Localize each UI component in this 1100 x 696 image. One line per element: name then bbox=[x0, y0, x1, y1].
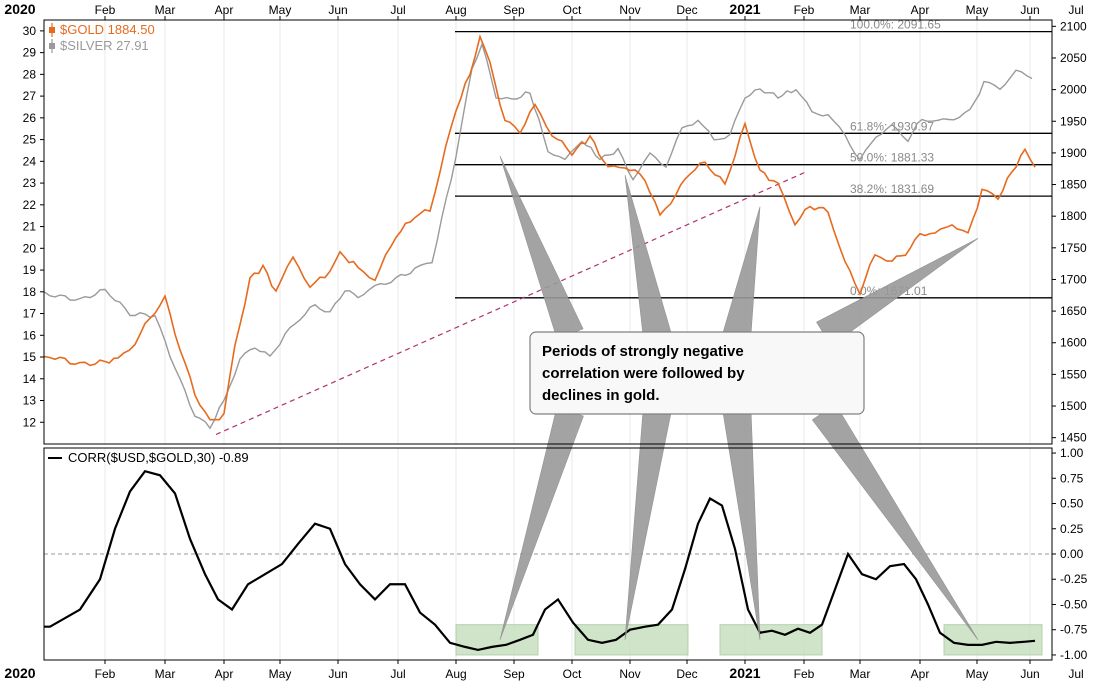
x-tick-label-top: Jun bbox=[1020, 3, 1039, 17]
fib-level-label: 61.8%: 1930.97 bbox=[850, 119, 934, 133]
y-sub-tick-label: 0.25 bbox=[1060, 522, 1084, 536]
x-tick-label-bottom: Jun bbox=[328, 667, 347, 681]
legend-candle-icon bbox=[49, 27, 55, 33]
x-tick-label-top: Aug bbox=[445, 3, 466, 17]
x-tick-label-bottom: Aug bbox=[445, 667, 466, 681]
y-left-tick-label: 25 bbox=[23, 133, 37, 147]
y-right-tick-label: 1550 bbox=[1060, 367, 1087, 381]
x-tick-label-top: Apr bbox=[911, 3, 930, 17]
legend-label: $GOLD 1884.50 bbox=[60, 22, 155, 37]
x-tick-label-top: Dec bbox=[676, 3, 697, 17]
annotation-text: declines in gold. bbox=[542, 387, 660, 404]
x-tick-label-bottom: Mar bbox=[850, 667, 871, 681]
x-tick-label-bottom: Sep bbox=[503, 667, 525, 681]
y-left-tick-label: 30 bbox=[23, 24, 37, 38]
x-tick-label-top: Jun bbox=[328, 3, 347, 17]
y-left-tick-label: 18 bbox=[23, 285, 37, 299]
x-tick-label-top: Feb bbox=[95, 3, 116, 17]
x-tick-label-bottom: Jul bbox=[1068, 667, 1083, 681]
y-left-tick-label: 29 bbox=[23, 46, 37, 60]
y-left-tick-label: 14 bbox=[23, 372, 37, 386]
y-left-tick-label: 27 bbox=[23, 89, 37, 103]
x-tick-label-bottom: Dec bbox=[676, 667, 697, 681]
chart-root: 2020 2020 Feb Feb Mar Mar Apr Apr May May Jun Jun Ju… bbox=[0, 0, 1100, 696]
y-right-tick-label: 1700 bbox=[1060, 272, 1087, 286]
x-tick-label-top: 2020 bbox=[4, 1, 35, 17]
y-sub-tick-label: 0.50 bbox=[1060, 497, 1084, 511]
x-tick-label-bottom: Nov bbox=[619, 667, 640, 681]
y-left-tick-label: 19 bbox=[23, 263, 37, 277]
y-right-tick-label: 1800 bbox=[1060, 209, 1087, 223]
y-sub-tick-label: 1.00 bbox=[1060, 446, 1084, 460]
x-tick-label-bottom: Jul bbox=[390, 667, 405, 681]
y-sub-tick-label: -0.25 bbox=[1060, 572, 1088, 586]
y-left-tick-label: 16 bbox=[23, 328, 37, 342]
x-tick-label-top: Jul bbox=[1068, 3, 1083, 17]
x-tick-label-bottom: Apr bbox=[911, 667, 930, 681]
y-left-tick-label: 22 bbox=[23, 198, 37, 212]
fib-level-label: 38.2%: 1831.69 bbox=[850, 182, 934, 196]
y-left-tick-label: 23 bbox=[23, 176, 37, 190]
x-tick-label-top: May bbox=[269, 3, 292, 17]
x-tick-label-top: Oct bbox=[563, 3, 582, 17]
y-right-tick-label: 1650 bbox=[1060, 304, 1087, 318]
y-sub-tick-label: 0.75 bbox=[1060, 471, 1084, 485]
correlation-highlight bbox=[720, 625, 822, 655]
y-right-tick-label: 1750 bbox=[1060, 241, 1087, 255]
y-left-tick-label: 21 bbox=[23, 220, 37, 234]
y-right-tick-label: 1950 bbox=[1060, 114, 1087, 128]
y-left-tick-label: 24 bbox=[23, 154, 37, 168]
y-sub-tick-label: -0.50 bbox=[1060, 597, 1088, 611]
x-tick-label-top: Sep bbox=[503, 3, 525, 17]
y-right-tick-label: 1500 bbox=[1060, 399, 1087, 413]
x-tick-label-top: Mar bbox=[155, 3, 176, 17]
x-tick-label-top: Jul bbox=[390, 3, 405, 17]
annotation-text: correlation were followed by bbox=[542, 365, 745, 382]
x-tick-label-top: Feb bbox=[794, 3, 815, 17]
y-sub-tick-label: -0.75 bbox=[1060, 623, 1088, 637]
y-left-tick-label: 12 bbox=[23, 415, 37, 429]
x-tick-label-bottom: May bbox=[269, 667, 292, 681]
legend-sub-label: CORR($USD,$GOLD,30) -0.89 bbox=[68, 450, 249, 465]
x-tick-label-top: Mar bbox=[850, 3, 871, 17]
y-left-tick-label: 26 bbox=[23, 111, 37, 125]
y-right-tick-label: 2100 bbox=[1060, 19, 1087, 33]
x-tick-label-bottom: May bbox=[966, 667, 989, 681]
x-tick-label-bottom: 2021 bbox=[729, 665, 760, 681]
x-tick-label-bottom: Feb bbox=[794, 667, 815, 681]
y-sub-tick-label: 0.00 bbox=[1060, 547, 1084, 561]
y-right-tick-label: 1900 bbox=[1060, 146, 1087, 160]
y-left-tick-label: 20 bbox=[23, 241, 37, 255]
x-tick-label-top: May bbox=[966, 3, 989, 17]
y-right-tick-label: 1450 bbox=[1060, 431, 1087, 445]
y-right-tick-label: 2000 bbox=[1060, 83, 1087, 97]
x-tick-label-bottom: Apr bbox=[215, 667, 234, 681]
x-tick-label-top: Apr bbox=[215, 3, 234, 17]
y-right-tick-label: 1600 bbox=[1060, 336, 1087, 350]
x-tick-label-bottom: Jun bbox=[1020, 667, 1039, 681]
y-left-tick-label: 13 bbox=[23, 394, 37, 408]
y-left-tick-label: 15 bbox=[23, 350, 37, 364]
x-tick-label-bottom: 2020 bbox=[4, 665, 35, 681]
x-tick-label-top: 2021 bbox=[729, 1, 760, 17]
x-tick-label-bottom: Oct bbox=[563, 667, 582, 681]
y-sub-tick-label: -1.00 bbox=[1060, 648, 1088, 662]
y-right-tick-label: 1850 bbox=[1060, 178, 1087, 192]
correlation-highlight bbox=[944, 625, 1042, 655]
annotation-text: Periods of strongly negative bbox=[542, 343, 744, 360]
correlation-highlight bbox=[456, 625, 538, 655]
legend-label: $SILVER 27.91 bbox=[60, 38, 149, 53]
x-tick-label-bottom: Mar bbox=[155, 667, 176, 681]
fib-level-label: 50.0%: 1881.33 bbox=[850, 151, 934, 165]
x-tick-label-bottom: Feb bbox=[95, 667, 116, 681]
legend-candle-icon bbox=[49, 43, 55, 49]
y-left-tick-label: 28 bbox=[23, 67, 37, 81]
y-left-tick-label: 17 bbox=[23, 307, 37, 321]
x-tick-label-top: Nov bbox=[619, 3, 640, 17]
y-right-tick-label: 2050 bbox=[1060, 51, 1087, 65]
